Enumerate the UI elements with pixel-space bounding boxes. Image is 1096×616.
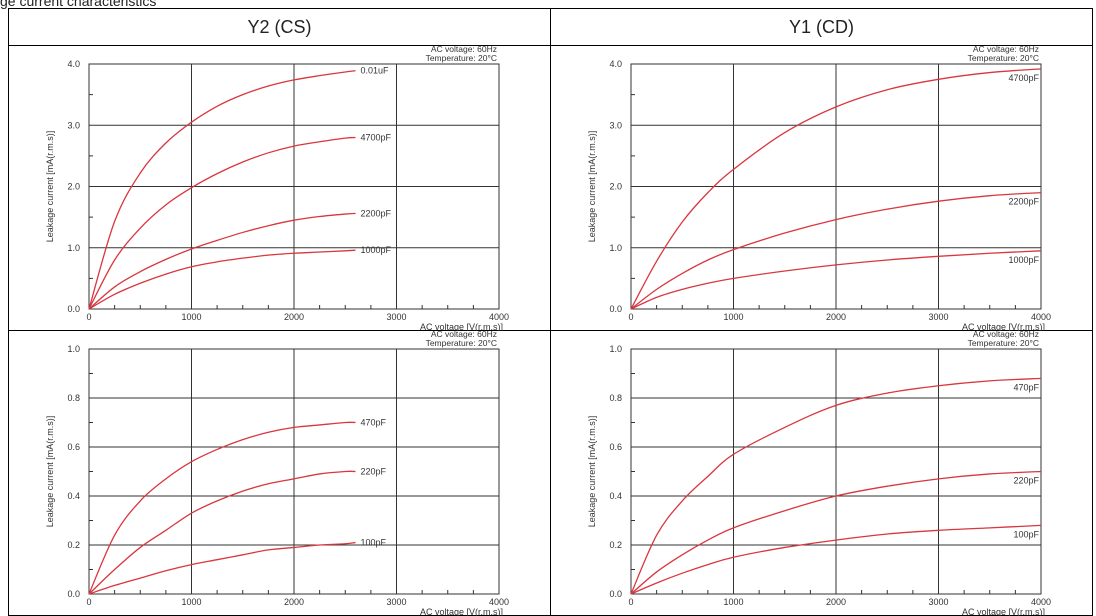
- condition-temperature: Temperature: 20°C: [426, 53, 497, 63]
- x-tick-label: 4000: [489, 597, 509, 607]
- x-tick-label: 0: [628, 597, 633, 607]
- y-axis-title: Leakage current [mA(r.m.s)]: [587, 131, 597, 243]
- x-axis-title: AC voltage [V(r.m.s)]: [962, 607, 1045, 616]
- y-tick-label: 0.4: [609, 491, 622, 501]
- x-tick-label: 0: [628, 312, 633, 322]
- y-tick-label: 0.6: [67, 442, 80, 452]
- x-tick-label: 2000: [826, 597, 846, 607]
- x-tick-label: 4000: [1031, 312, 1051, 322]
- x-tick-label: 3000: [928, 597, 948, 607]
- series-label: 2200pF: [361, 208, 392, 218]
- x-tick-label: 1000: [181, 312, 201, 322]
- x-tick-label: 2000: [826, 312, 846, 322]
- x-tick-label: 2000: [284, 312, 304, 322]
- series-label: 100pF: [361, 538, 387, 548]
- series-line-2200pF: [88, 212, 356, 310]
- y-tick-label: 3.0: [67, 120, 80, 130]
- series-line-1000pF: [88, 249, 356, 310]
- series-label: 2200pF: [1008, 197, 1039, 207]
- x-tick-label: 1000: [181, 597, 201, 607]
- x-axis-title: AC voltage [V(r.m.s)]: [420, 322, 503, 331]
- x-tick-label: 4000: [1031, 597, 1051, 607]
- cell-y1-bottom: 0 1000 2000 3000 4000 0.0 0.2 0.4 0.6 0.8 1.0 AC vo…: [550, 330, 1093, 616]
- series-line-220pF: [630, 470, 1042, 595]
- series-label: 470pF: [361, 418, 387, 428]
- y-tick-label: 0.0: [67, 589, 80, 599]
- condition-frequency: AC voltage: 60Hz: [973, 331, 1039, 339]
- y-tick-label: 2.0: [609, 182, 622, 192]
- y-tick-label: 0.0: [609, 304, 622, 314]
- series-line-4700pF: [88, 136, 356, 310]
- chart-y1-top: 0 1000 2000 3000 4000 0.0 1.0 2.0 3.0 4.0 AC volta…: [587, 46, 1051, 331]
- series-line-0.01uF: [88, 70, 356, 310]
- cell-y2-bottom: 0 1000 2000 3000 4000 0.0 0.2 0.4 0.6 0.8 1.0 AC vo…: [8, 330, 551, 616]
- y-tick-label: 0.0: [67, 304, 80, 314]
- chart-y1-bottom: 0 1000 2000 3000 4000 0.0 0.2 0.4 0.6 0.8 1.0 AC vo…: [587, 331, 1051, 616]
- condition-frequency: AC voltage: 60Hz: [431, 46, 497, 54]
- series-label: 1000pF: [361, 245, 392, 255]
- y-tick-label: 2.0: [67, 182, 80, 192]
- series-label: 220pF: [361, 467, 387, 477]
- y-tick-label: 1.0: [67, 344, 80, 354]
- y-tick-label: 0.0: [609, 589, 622, 599]
- chart-y2-top: 0 1000 2000 3000 4000 0.0 1.0 2.0 3.0 4.0 AC volta…: [45, 46, 509, 331]
- series-label: 1000pF: [1008, 255, 1039, 265]
- series-label: 100pF: [1013, 529, 1039, 539]
- x-axis-title: AC voltage [V(r.m.s)]: [420, 607, 503, 616]
- y-tick-label: 0.8: [67, 393, 80, 403]
- x-tick-label: 0: [86, 312, 91, 322]
- y-tick-label: 0.2: [67, 540, 80, 550]
- series-line-220pF: [88, 470, 356, 595]
- x-axis-title: AC voltage [V(r.m.s)]: [962, 322, 1045, 331]
- condition-frequency: AC voltage: 60Hz: [431, 331, 497, 339]
- condition-temperature: Temperature: 20°C: [968, 338, 1039, 348]
- x-tick-label: 0: [86, 597, 91, 607]
- x-tick-label: 1000: [723, 312, 743, 322]
- y-tick-label: 0.6: [609, 442, 622, 452]
- page-title: ge current characteristics: [0, 0, 157, 9]
- series-line-2200pF: [630, 191, 1042, 310]
- column-header-y2: Y2 (CS): [8, 8, 551, 46]
- y-tick-label: 3.0: [609, 120, 622, 130]
- condition-temperature: Temperature: 20°C: [426, 338, 497, 348]
- series-label: 220pF: [1013, 476, 1039, 486]
- cell-y2-top: 0 1000 2000 3000 4000 0.0 1.0 2.0 3.0 4.0 AC volta…: [8, 45, 551, 331]
- series-label: 4700pF: [1008, 73, 1039, 83]
- table-header-row: Y2 (CS) Y1 (CD): [8, 8, 1093, 46]
- y-tick-label: 4.0: [609, 59, 622, 69]
- y-axis-title: Leakage current [mA(r.m.s)]: [45, 416, 55, 528]
- series-label: 470pF: [1013, 382, 1039, 392]
- series-line-100pF: [88, 541, 356, 595]
- y-axis-title: Leakage current [mA(r.m.s)]: [587, 416, 597, 528]
- y-tick-label: 0.4: [67, 491, 80, 501]
- series-line-4700pF: [630, 68, 1042, 310]
- x-tick-label: 3000: [386, 312, 406, 322]
- series-label: 0.01uF: [361, 66, 390, 76]
- x-tick-label: 3000: [386, 597, 406, 607]
- chart-y2-bottom: 0 1000 2000 3000 4000 0.0 0.2 0.4 0.6 0.8 1.0 AC vo…: [45, 331, 509, 616]
- y-tick-label: 1.0: [67, 243, 80, 253]
- y-axis-title: Leakage current [mA(r.m.s)]: [45, 131, 55, 243]
- series-label: 4700pF: [361, 133, 392, 143]
- table-row-bottom: 0 1000 2000 3000 4000 0.0 0.2 0.4 0.6 0.8 1.0 AC vo…: [8, 330, 1093, 616]
- series-line-470pF: [630, 377, 1042, 595]
- x-tick-label: 4000: [489, 312, 509, 322]
- series-line-470pF: [88, 421, 356, 595]
- x-tick-label: 2000: [284, 597, 304, 607]
- table-row-top: 0 1000 2000 3000 4000 0.0 1.0 2.0 3.0 4.0 AC volta…: [8, 45, 1093, 331]
- y-tick-label: 4.0: [67, 59, 80, 69]
- y-tick-label: 0.2: [609, 540, 622, 550]
- series-line-100pF: [630, 524, 1042, 595]
- condition-frequency: AC voltage: 60Hz: [973, 46, 1039, 54]
- series-line-1000pF: [630, 250, 1042, 310]
- x-tick-label: 1000: [723, 597, 743, 607]
- column-header-y1: Y1 (CD): [550, 8, 1093, 46]
- characteristics-table: Y2 (CS) Y1 (CD) 0 1000 2000 3000 4000 0.0 1.0 2…: [8, 8, 1093, 616]
- y-tick-label: 0.8: [609, 393, 622, 403]
- condition-temperature: Temperature: 20°C: [968, 53, 1039, 63]
- y-tick-label: 1.0: [609, 243, 622, 253]
- cell-y1-top: 0 1000 2000 3000 4000 0.0 1.0 2.0 3.0 4.0 AC volta…: [550, 45, 1093, 331]
- y-tick-label: 1.0: [609, 344, 622, 354]
- x-tick-label: 3000: [928, 312, 948, 322]
